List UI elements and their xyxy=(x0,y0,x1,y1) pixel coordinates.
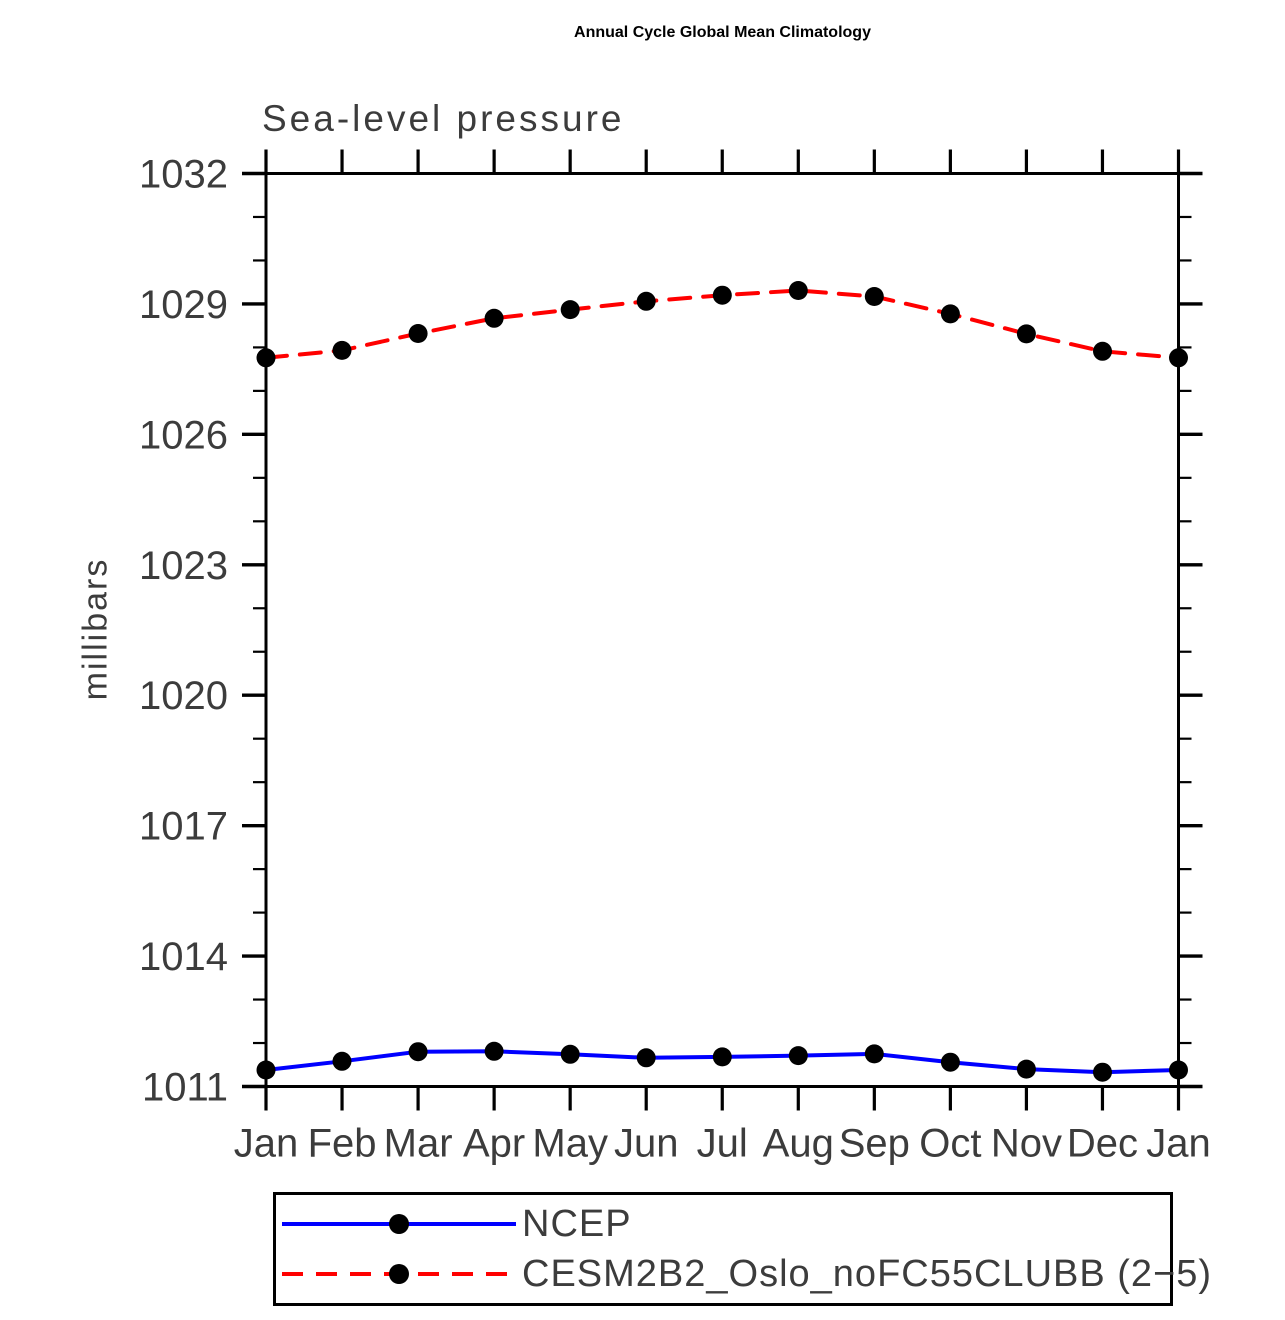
series-marker-1 xyxy=(408,324,428,343)
x-tick-label: Aug xyxy=(763,1122,834,1166)
series-marker-1 xyxy=(484,308,504,328)
legend-item-cesm: CESM2B2_Oslo_noFC55CLUBB (2−5) xyxy=(280,1249,1211,1299)
legend-sample-solid-blue xyxy=(282,1214,516,1234)
series-marker-0 xyxy=(712,1047,732,1067)
series-marker-0 xyxy=(560,1044,580,1064)
series-marker-0 xyxy=(1169,1060,1188,1080)
x-tick-label: Jul xyxy=(697,1122,748,1166)
x-tick-label: Sep xyxy=(839,1122,910,1166)
y-tick-label: 1017 xyxy=(139,805,228,849)
chart-subtitle: Sea-level pressure xyxy=(262,98,625,139)
series-marker-1 xyxy=(1016,324,1036,344)
x-tick-label: Oct xyxy=(919,1122,981,1166)
series-marker-0 xyxy=(1093,1062,1112,1082)
series-marker-0 xyxy=(940,1052,960,1072)
series-marker-0 xyxy=(484,1041,504,1061)
series-marker-0 xyxy=(864,1044,884,1064)
legend-label-ncep: NCEP xyxy=(522,1202,632,1245)
series-marker-1 xyxy=(712,285,732,305)
y-tick-label: 1026 xyxy=(139,413,228,457)
y-tick-label: 1023 xyxy=(139,544,228,588)
series-marker-1 xyxy=(864,287,884,306)
y-tick-label: 1020 xyxy=(139,674,228,718)
series-marker-1 xyxy=(940,304,960,324)
series-marker-1 xyxy=(636,291,656,311)
x-tick-label: Mar xyxy=(384,1122,453,1166)
x-tick-label: May xyxy=(532,1122,608,1166)
y-tick-label: 1032 xyxy=(139,153,228,197)
y-tick-label: 1014 xyxy=(139,935,228,979)
series-marker-1 xyxy=(332,340,352,360)
series-marker-1 xyxy=(560,300,580,320)
x-tick-label: Jan xyxy=(234,1122,299,1166)
series-marker-0 xyxy=(332,1051,352,1071)
x-tick-label: Dec xyxy=(1067,1122,1138,1166)
x-tick-label: Jan xyxy=(1146,1122,1211,1166)
series-marker-1 xyxy=(1093,341,1112,361)
x-tick-label: Apr xyxy=(463,1122,525,1166)
series-marker-1 xyxy=(256,348,276,368)
legend-sample-marker xyxy=(389,1214,409,1234)
series-marker-0 xyxy=(408,1042,428,1062)
x-tick-label: Nov xyxy=(991,1122,1062,1166)
series-marker-0 xyxy=(1016,1059,1036,1079)
series-marker-1 xyxy=(1169,348,1188,368)
series-marker-0 xyxy=(256,1060,276,1080)
x-tick-label: Feb xyxy=(308,1122,377,1166)
y-tick-label: 1029 xyxy=(139,283,228,327)
series-marker-1 xyxy=(788,281,808,300)
legend-label-cesm: CESM2B2_Oslo_noFC55CLUBB (2−5) xyxy=(522,1252,1213,1295)
legend-sample-marker xyxy=(389,1264,409,1284)
legend: NCEP CESM2B2_Oslo_noFC55CLUBB (2−5) xyxy=(273,1192,1211,1306)
series-marker-0 xyxy=(788,1046,808,1066)
plot-frame xyxy=(264,172,1180,1088)
y-tick-label: 1011 xyxy=(142,1066,228,1110)
chart-title: Annual Cycle Global Mean Climatology xyxy=(574,24,871,41)
series-marker-0 xyxy=(636,1048,656,1068)
x-tick-label: Jun xyxy=(614,1122,679,1166)
legend-sample-dashed-red xyxy=(282,1264,516,1284)
legend-item-ncep: NCEP xyxy=(280,1199,1170,1249)
